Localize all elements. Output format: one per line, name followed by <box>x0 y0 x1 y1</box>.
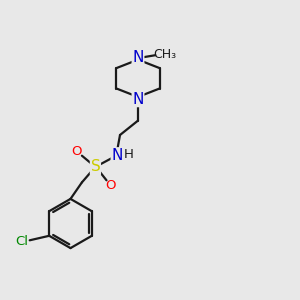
Text: O: O <box>72 145 82 158</box>
Text: N: N <box>111 148 123 163</box>
Text: O: O <box>106 179 116 192</box>
Text: CH₃: CH₃ <box>153 48 176 61</box>
Text: Cl: Cl <box>15 235 28 248</box>
Text: N: N <box>132 50 144 65</box>
Text: S: S <box>91 159 100 174</box>
Text: H: H <box>124 148 133 161</box>
Text: N: N <box>132 92 144 106</box>
